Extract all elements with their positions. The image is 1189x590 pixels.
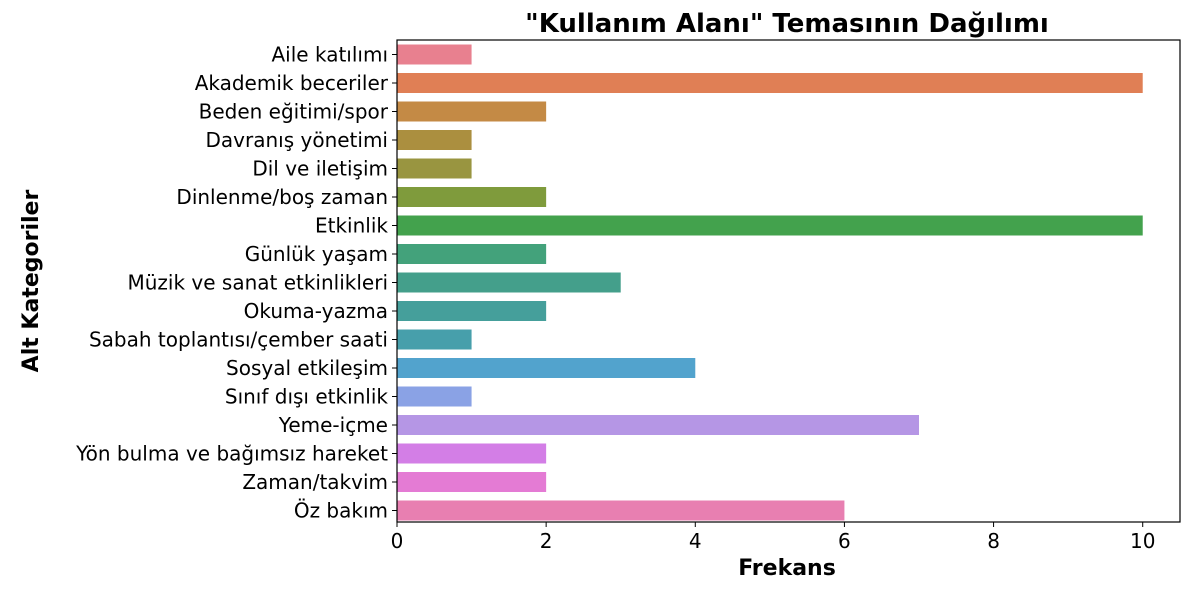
y-tick-label: Sınıf dışı etkinlik (225, 385, 389, 409)
chart-title: "Kullanım Alanı" Temasının Dağılımı (525, 9, 1049, 39)
bar (397, 73, 1143, 93)
x-tick-label: 0 (391, 529, 404, 553)
y-tick-label: Davranış yönetimi (206, 128, 388, 152)
y-tick-label: Okuma-yazma (244, 299, 388, 323)
y-tick-label: Etkinlik (315, 214, 388, 238)
bar (397, 130, 472, 150)
y-tick-label: Dinlenme/boş zaman (176, 185, 388, 209)
bars-group (397, 44, 1143, 521)
y-tick-label: Beden eğitimi/spor (199, 100, 389, 124)
bar (397, 187, 547, 207)
y-tick-label: Zaman/takvim (242, 470, 388, 494)
y-tick-label: Yön bulma ve bağımsız hareket (75, 442, 388, 466)
y-tick-labels: Aile katılımı Akademik beceriler Beden eği… (75, 43, 397, 523)
y-tick-label: Günlük yaşam (245, 242, 388, 266)
x-tick-label: 8 (987, 529, 1000, 553)
x-axis-title: Frekans (738, 556, 836, 581)
x-tick-label: 10 (1130, 529, 1155, 553)
y-tick-label: Aile katılımı (272, 43, 389, 67)
bar (397, 215, 1143, 236)
bar (397, 358, 696, 378)
bar (397, 500, 845, 521)
plot-frame (396, 39, 1181, 523)
x-tick-label: 2 (540, 529, 553, 553)
bar (397, 329, 472, 350)
bar (397, 101, 547, 122)
x-tick-label: 4 (689, 529, 702, 553)
bar (397, 244, 547, 264)
bar (397, 443, 547, 464)
y-tick-label: Yeme-içme (278, 413, 388, 437)
y-tick-label: Dil ve iletişim (252, 157, 388, 181)
y-tick-label: Sosyal etkileşim (226, 356, 388, 380)
y-tick-label: Öz bakım (294, 499, 388, 523)
x-tick-label: 6 (838, 529, 851, 553)
bar (397, 272, 621, 293)
bar (397, 301, 547, 321)
bar (397, 415, 919, 435)
y-tick-label: Müzik ve sanat etkinlikleri (127, 271, 388, 295)
y-axis-title: Alt Kategoriler (19, 190, 44, 373)
y-tick-label: Akademik beceriler (195, 71, 389, 95)
x-ticks: 0 2 4 6 8 10 (391, 522, 1155, 553)
bar (397, 158, 472, 179)
y-tick-label: Sabah toplantısı/çember saati (89, 328, 388, 352)
bar (397, 44, 472, 65)
bar (397, 386, 472, 407)
bar (397, 472, 547, 492)
